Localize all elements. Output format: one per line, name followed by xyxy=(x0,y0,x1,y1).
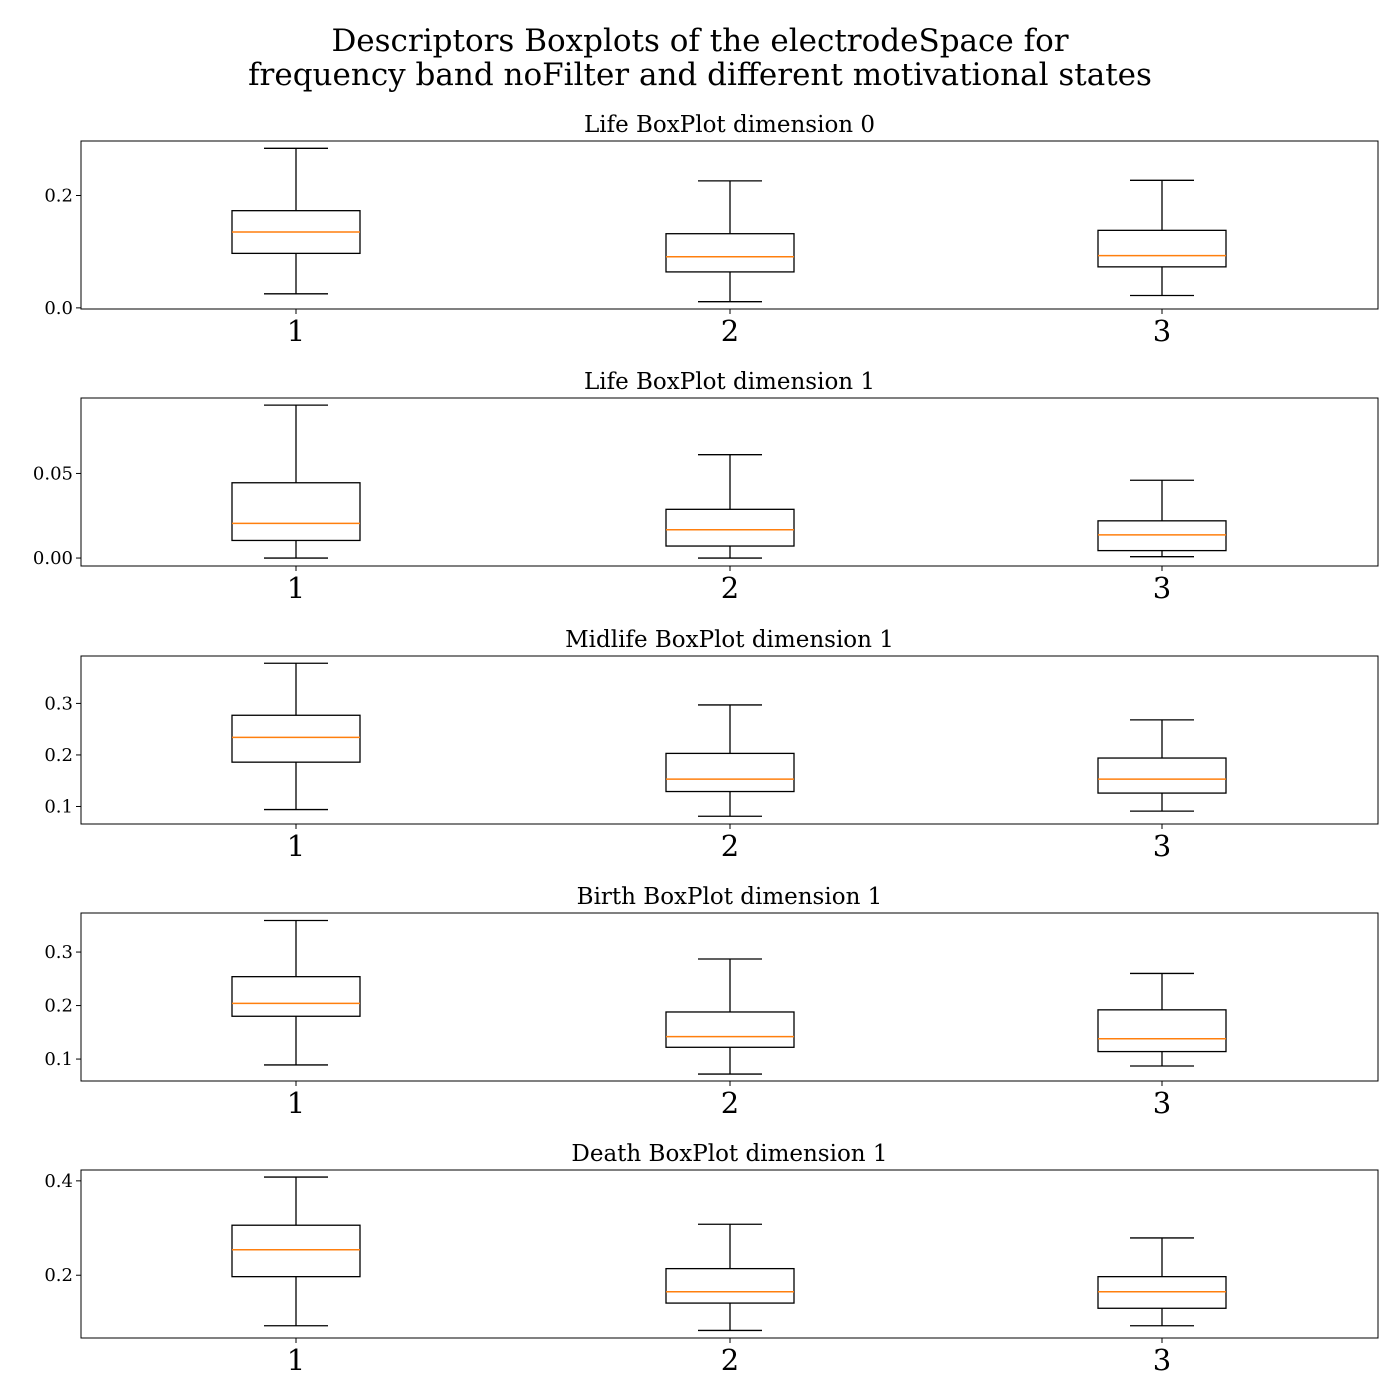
figure-title-line-2: frequency band noFilter and different mo… xyxy=(248,57,1152,93)
subplot-title: Life BoxPlot dimension 0 xyxy=(584,112,875,138)
interquartile-box xyxy=(665,752,795,793)
subplot-3: Midlife BoxPlot dimension 1 0.1 0.2 0.3 1 2 3 xyxy=(44,627,1379,863)
y-tick-label: 0.4 xyxy=(44,1171,73,1192)
interquartile-box xyxy=(1097,229,1227,268)
y-tick-label: 0.3 xyxy=(44,942,73,963)
box-3 xyxy=(1097,719,1227,812)
y-tick-label: 0.00 xyxy=(33,548,73,569)
subplot-title: Death BoxPlot dimension 1 xyxy=(571,1141,887,1167)
subplot-1: Life BoxPlot dimension 0 0.0 0.2 1 2 3 xyxy=(44,112,1379,348)
interquartile-box xyxy=(231,714,361,763)
box-1 xyxy=(231,147,361,295)
subplot-title: Midlife BoxPlot dimension 1 xyxy=(565,627,894,653)
y-tick-label: 0.2 xyxy=(44,186,73,207)
interquartile-box xyxy=(665,1011,795,1048)
x-tick-label: 3 xyxy=(1153,829,1171,863)
x-tick-label: 3 xyxy=(1153,314,1171,348)
box-3 xyxy=(1097,972,1227,1067)
interquartile-box xyxy=(1097,757,1227,794)
subplot-4: Birth BoxPlot dimension 1 0.1 0.2 0.3 1 2 3 xyxy=(44,884,1379,1120)
subplot-2: Life BoxPlot dimension 1 0.00 0.05 1 2 3 xyxy=(33,369,1379,605)
x-tick-label: 1 xyxy=(287,829,305,863)
box-2 xyxy=(665,1223,795,1332)
interquartile-box xyxy=(231,482,361,542)
x-tick-label: 3 xyxy=(1153,1086,1171,1120)
box-3 xyxy=(1097,1237,1227,1327)
interquartile-box xyxy=(231,976,361,1017)
x-tick-label: 1 xyxy=(287,571,305,605)
interquartile-box xyxy=(231,1224,361,1278)
box-3 xyxy=(1097,179,1227,297)
subplot-5: Death BoxPlot dimension 1 0.2 0.4 1 2 3 xyxy=(44,1141,1379,1377)
box-1 xyxy=(231,1176,361,1327)
y-tick-label: 0.1 xyxy=(44,1049,73,1070)
figure-title-line-1: Descriptors Boxplots of the electrodeSpa… xyxy=(331,23,1069,59)
interquartile-box xyxy=(1097,1009,1227,1053)
interquartile-box xyxy=(1097,520,1227,552)
box-1 xyxy=(231,662,361,811)
x-tick-label: 3 xyxy=(1153,1343,1171,1377)
x-tick-label: 2 xyxy=(721,1343,739,1377)
box-2 xyxy=(665,958,795,1075)
box-3 xyxy=(1097,479,1227,558)
figure-title: Descriptors Boxplots of the electrodeSpa… xyxy=(0,24,1400,92)
y-tick-label: 0.2 xyxy=(44,996,73,1017)
subplot-title: Birth BoxPlot dimension 1 xyxy=(577,884,883,910)
subplot-title: Life BoxPlot dimension 1 xyxy=(584,369,875,395)
y-tick-label: 0.2 xyxy=(44,745,73,766)
y-tick-label: 0.2 xyxy=(44,1265,73,1286)
box-1 xyxy=(231,404,361,559)
y-tick-label: 0.0 xyxy=(44,298,73,319)
x-tick-label: 3 xyxy=(1153,571,1171,605)
x-tick-label: 1 xyxy=(287,1086,305,1120)
x-tick-label: 2 xyxy=(721,829,739,863)
x-tick-label: 2 xyxy=(721,1086,739,1120)
y-tick-label: 0.05 xyxy=(33,463,73,484)
interquartile-box xyxy=(665,1267,795,1304)
box-2 xyxy=(665,180,795,303)
x-tick-label: 2 xyxy=(721,314,739,348)
x-tick-label: 1 xyxy=(287,314,305,348)
y-tick-label: 0.1 xyxy=(44,796,73,817)
x-tick-label: 2 xyxy=(721,571,739,605)
interquartile-box xyxy=(665,508,795,547)
interquartile-box xyxy=(665,233,795,273)
box-2 xyxy=(665,454,795,559)
box-2 xyxy=(665,704,795,817)
y-tick-label: 0.3 xyxy=(44,693,73,714)
box-1 xyxy=(231,919,361,1066)
x-tick-label: 1 xyxy=(287,1343,305,1377)
